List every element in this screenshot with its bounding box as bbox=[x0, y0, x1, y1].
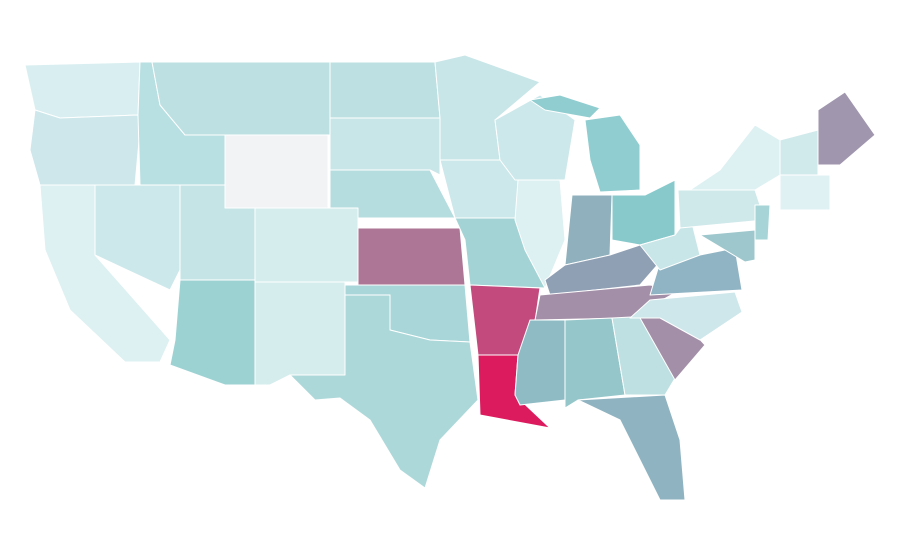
state bbox=[29, 109, 141, 186]
state bbox=[329, 61, 441, 119]
state bbox=[151, 61, 331, 136]
state bbox=[699, 229, 756, 263]
state bbox=[529, 94, 641, 193]
state bbox=[564, 194, 613, 266]
state bbox=[24, 61, 141, 119]
state bbox=[224, 134, 329, 209]
state bbox=[254, 281, 346, 386]
state bbox=[754, 204, 771, 241]
state bbox=[477, 354, 551, 429]
state bbox=[329, 117, 441, 176]
state bbox=[779, 174, 831, 211]
state bbox=[329, 169, 456, 219]
state bbox=[169, 279, 256, 386]
state bbox=[689, 124, 781, 191]
state bbox=[514, 179, 566, 289]
state bbox=[639, 214, 701, 271]
state bbox=[629, 291, 743, 341]
state bbox=[254, 207, 359, 283]
state bbox=[494, 94, 576, 181]
state bbox=[564, 317, 626, 409]
state bbox=[357, 227, 466, 286]
state bbox=[779, 129, 819, 176]
state bbox=[577, 394, 686, 501]
state bbox=[677, 189, 766, 229]
state bbox=[817, 91, 876, 166]
state bbox=[289, 294, 479, 489]
